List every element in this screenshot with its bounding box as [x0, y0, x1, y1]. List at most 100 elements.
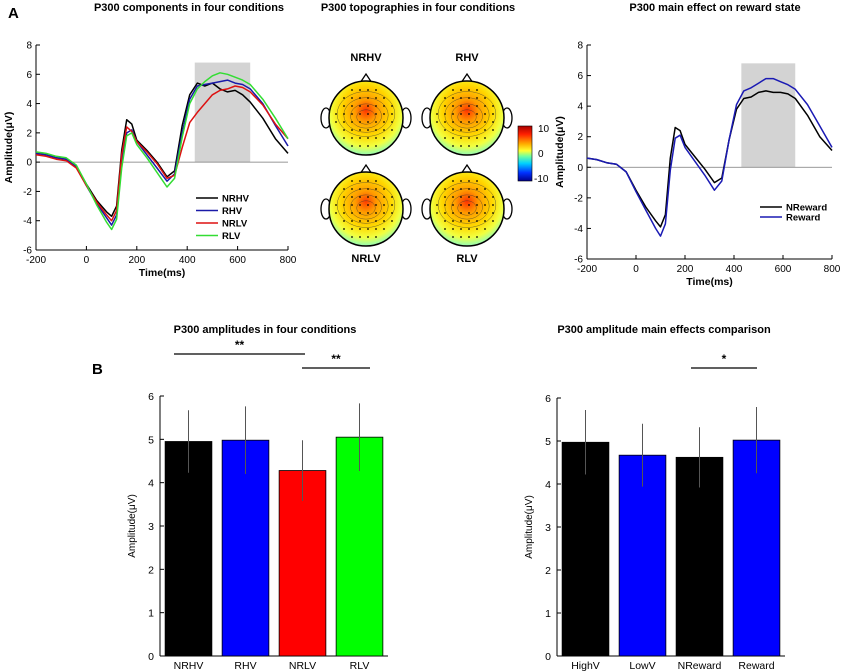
topo-electrode	[391, 196, 393, 198]
topo-electrode	[460, 113, 462, 115]
topo-electrode	[367, 188, 369, 190]
topo-electrode	[468, 220, 470, 222]
topo-electrode	[468, 228, 470, 230]
components-series-rlv	[35, 72, 289, 231]
topo-electrode	[476, 129, 478, 131]
topo-map-rlv	[421, 163, 513, 247]
topo-electrode	[359, 113, 361, 115]
topo-electrode	[460, 129, 462, 131]
topo-electrode	[452, 97, 454, 99]
reward-ytick-label: 8	[577, 41, 583, 52]
amplitudes-bar-nrlv	[278, 470, 327, 657]
panel-label-a: A	[8, 5, 19, 22]
topo-electrode	[460, 137, 462, 139]
topo-electrode	[476, 204, 478, 206]
topo-electrode	[391, 220, 393, 222]
topo-electrode	[351, 188, 353, 190]
panel-label-b: B	[92, 361, 103, 378]
components-ytick-label: 0	[26, 158, 32, 169]
reward-shaded-window	[741, 63, 796, 168]
topo-electrode	[476, 236, 478, 238]
topo-electrode	[351, 89, 353, 91]
topo-electrode	[436, 204, 438, 206]
topo-electrode	[375, 89, 377, 91]
colorbar-tick-mid: 0	[538, 149, 544, 160]
amplitudes-xtick-label: NRHV	[174, 660, 204, 672]
chart-amplitudes: P300 amplitudes in four conditions 0 1 2 3 4…	[127, 324, 388, 672]
topo-electrode	[484, 228, 486, 230]
topo-electrode	[359, 105, 361, 107]
topo-electrode	[367, 121, 369, 123]
topo-electrode	[476, 228, 478, 230]
topo-electrode	[468, 212, 470, 214]
reward-xlabel: Time(ms)	[686, 276, 733, 288]
components-xtick-label: 800	[280, 255, 297, 266]
topo-electrode	[452, 204, 454, 206]
main_effects-bar-highv	[561, 441, 610, 657]
topo-electrode	[468, 121, 470, 123]
components-ytick-label: -4	[23, 216, 32, 227]
topo-electrode	[452, 129, 454, 131]
topo-electrode	[468, 204, 470, 206]
chart-reward-title: P300 main effect on reward state	[629, 2, 800, 14]
topo-electrode	[484, 212, 486, 214]
topo-contour	[444, 97, 490, 133]
components-ytick-label: -6	[23, 246, 32, 257]
topo-contour	[343, 97, 389, 133]
topo-electrode	[343, 220, 345, 222]
topo-electrode	[367, 113, 369, 115]
topo-electrode	[351, 129, 353, 131]
main_effects-bar-reward	[732, 439, 781, 657]
topo-electrode	[436, 113, 438, 115]
main_effects-ylabel: Amplitude(μV)	[524, 495, 535, 559]
topo-electrode	[383, 113, 385, 115]
main_effects-significance-label: *	[722, 352, 727, 366]
amplitudes-ytick-label: 3	[148, 521, 154, 533]
amplitudes-ytick-label: 1	[148, 608, 154, 620]
topo-electrode	[468, 137, 470, 139]
topo-electrode	[492, 105, 494, 107]
topo-electrode	[367, 204, 369, 206]
amplitudes-ytick-label: 2	[148, 564, 154, 576]
topo-electrode	[375, 137, 377, 139]
topo-map-nrhv	[320, 72, 412, 156]
topo-electrode	[476, 105, 478, 107]
topo-contour	[451, 194, 483, 220]
topo-electrode	[391, 212, 393, 214]
components-ytick-label: 4	[26, 99, 32, 110]
amplitudes-bar-nrhv	[164, 441, 213, 657]
topo-electrode	[375, 228, 377, 230]
amplitudes-significance-label: **	[331, 352, 341, 366]
topo-electrode	[367, 105, 369, 107]
components-legend-label-nrlv: NRLV	[222, 219, 248, 230]
topo-electrode	[452, 137, 454, 139]
main_effects-ytick-label: 5	[545, 436, 551, 448]
topo-electrode	[367, 220, 369, 222]
amplitudes-ytick-label: 4	[148, 478, 154, 490]
topo-electrode	[367, 137, 369, 139]
topo-electrode	[452, 196, 454, 198]
topo-electrode	[476, 113, 478, 115]
reward-ytick-label: 6	[577, 71, 583, 82]
topo-electrode	[444, 113, 446, 115]
topo-electrode	[383, 105, 385, 107]
topo-electrode	[391, 113, 393, 115]
topo-electrode	[367, 196, 369, 198]
components-ylabel: Amplitude(μV)	[3, 112, 15, 184]
topo-electrode	[484, 105, 486, 107]
topo-electrode	[492, 113, 494, 115]
topo-electrode	[367, 97, 369, 99]
topo-electrode	[335, 121, 337, 123]
chart-main-effects-title: P300 amplitude main effects comparison	[557, 324, 771, 336]
topo-electrode	[492, 220, 494, 222]
topo-contour	[444, 188, 490, 224]
topo-contour	[356, 200, 376, 216]
reward-ytick-label: -2	[574, 193, 583, 204]
topo-head	[429, 80, 505, 156]
topo-electrode	[335, 113, 337, 115]
topo-electrode	[452, 188, 454, 190]
topo-contour	[350, 194, 382, 220]
topo-electrode	[484, 113, 486, 115]
topo-electrode	[468, 188, 470, 190]
topo-electrode	[359, 188, 361, 190]
